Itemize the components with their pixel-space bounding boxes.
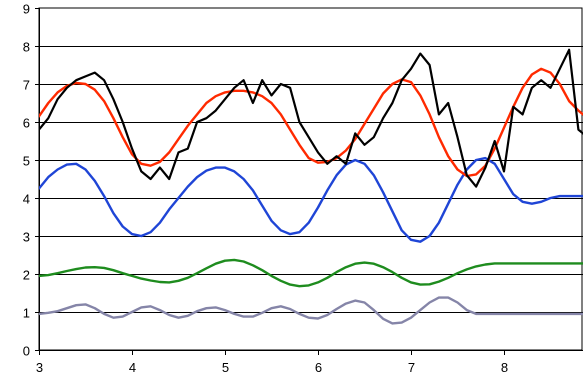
x-tick-label-5: 5	[222, 360, 229, 375]
series-line-2	[39, 156, 583, 243]
x-tick-label-8: 8	[501, 360, 508, 375]
tick-labels: 0 1 2 3 4 5 6 7 8 9 3 4 5 6 7 8	[23, 2, 508, 376]
plot-area	[38, 7, 583, 351]
series-line-0	[39, 48, 583, 188]
y-tick-label-5: 5	[23, 154, 30, 169]
y-tick-label-4: 4	[23, 192, 30, 207]
x-tick-label-7: 7	[408, 360, 415, 375]
series-line-4	[39, 296, 583, 325]
y-tick-label-8: 8	[23, 40, 30, 55]
gridlines	[38, 7, 583, 351]
y-tick-label-0: 0	[23, 344, 30, 359]
y-tick-label-2: 2	[23, 268, 30, 283]
x-tick-label-3: 3	[36, 360, 43, 375]
axes	[35, 8, 583, 355]
y-tick-label-6: 6	[23, 116, 30, 131]
y-tick-label-3: 3	[23, 230, 30, 245]
x-tick-label-4: 4	[129, 360, 136, 375]
series-line-3	[39, 258, 583, 288]
x-tick-label-6: 6	[315, 360, 322, 375]
y-tick-label-1: 1	[23, 306, 30, 321]
series-group	[39, 48, 583, 325]
y-tick-label-9: 9	[23, 2, 30, 17]
y-tick-label-7: 7	[23, 78, 30, 93]
